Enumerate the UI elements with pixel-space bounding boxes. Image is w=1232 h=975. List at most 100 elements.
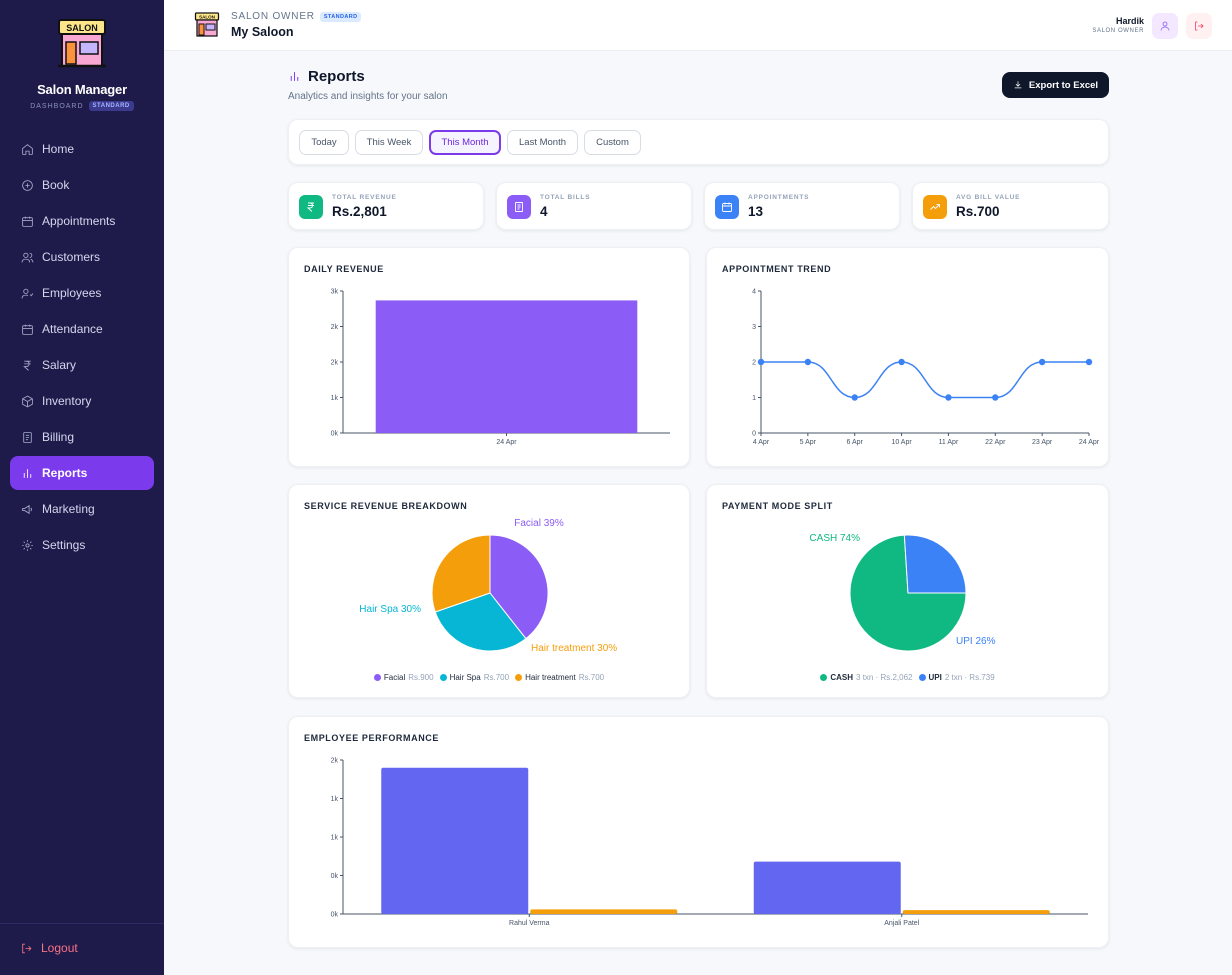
payment-legend: CASH 3 txn · Rs.2,062 UPI 2 txn · Rs.739	[707, 673, 1108, 682]
sidebar-item-label: Employees	[42, 286, 102, 300]
appointment-trend-chart: 0 1 2 3 4 4 Apr 5 Apr 6 Apr 10 Apr 11 Apr 22 Apr 23…	[752, 289, 1100, 447]
receipt-icon	[23, 431, 32, 443]
top-logout-button[interactable]	[1186, 13, 1212, 39]
stat-label: AVG BILL VALUE	[956, 194, 1021, 201]
filter-this-week[interactable]: This Week	[355, 130, 423, 155]
brand-subtitle: DASHBOARD STANDARD	[0, 101, 164, 111]
legend-item: UPI 2 txn · Rs.739	[918, 673, 995, 682]
y-tick-label: 4	[752, 289, 756, 296]
sidebar: SALON Salon Manager DASHBOARD STANDARD H…	[0, 0, 164, 975]
data-point	[757, 358, 765, 366]
stat-label: TOTAL REVENUE	[332, 194, 397, 201]
pie-slice	[903, 534, 967, 594]
sidebar-item-label: Attendance	[42, 322, 103, 336]
legend-item: Hair treatment Rs.700	[515, 673, 604, 682]
data-point	[804, 358, 812, 366]
stat-label: APPOINTMENTS	[748, 194, 810, 201]
y-tick-label: 2k	[331, 758, 339, 765]
page-title: Reports	[288, 68, 365, 85]
legend-item: Facial Rs.900	[373, 673, 434, 682]
trending-up-icon	[923, 195, 947, 219]
plan-badge: STANDARD	[88, 101, 134, 111]
sidebar-item-appointments[interactable]: Appointments	[10, 204, 154, 238]
owner-role: SALON OWNER	[231, 11, 315, 22]
stat-appointments: APPOINTMENTS 13	[704, 182, 900, 230]
sidebar-item-employees[interactable]: Employees	[10, 276, 154, 310]
data-point	[898, 358, 905, 366]
service-revenue-card: SERVICE REVENUE BREAKDOWN Facial 39% Hair…	[288, 484, 690, 698]
export-excel-button[interactable]: Export to Excel	[1002, 72, 1109, 98]
bar	[530, 909, 678, 914]
y-tick-label: 3k	[331, 289, 339, 296]
x-tick-label: 23 Apr	[1032, 439, 1053, 446]
calendar-icon	[715, 195, 739, 219]
service-legend: Facial Rs.900 Hair Spa Rs.700 Hair treatme…	[289, 673, 689, 682]
filter-today[interactable]: Today	[299, 130, 349, 155]
owner-role-line: SALON OWNER STANDARD	[231, 11, 362, 22]
filter-last-month[interactable]: Last Month	[507, 130, 578, 155]
x-tick-label: 6 Apr	[847, 439, 864, 446]
y-tick-label: 1k	[331, 395, 339, 402]
sidebar-item-inventory[interactable]: Inventory	[10, 384, 154, 418]
sidebar-item-label: Marketing	[42, 502, 95, 516]
receipt-icon	[507, 195, 531, 219]
legend-item: CASH 3 txn · Rs.2,062	[820, 673, 913, 682]
sidebar-divider	[0, 923, 164, 924]
legend-item: Hair Spa Rs.700	[439, 673, 509, 682]
y-tick-label: 1	[752, 395, 756, 402]
gear-icon	[22, 539, 33, 551]
trend-line	[761, 361, 1089, 399]
payment-mode-pie: CASH 74% UPI 26%	[809, 533, 996, 652]
sidebar-item-customers[interactable]: Customers	[10, 240, 154, 274]
logout-icon	[22, 943, 32, 953]
x-tick-label: Rahul Verma	[509, 920, 550, 927]
bar	[381, 767, 529, 914]
megaphone-icon	[22, 504, 32, 514]
y-tick-label: 0k	[331, 873, 339, 880]
stat-value: 13	[748, 204, 764, 219]
user-name: Hardik	[1115, 16, 1144, 26]
sidebar-item-label: Reports	[42, 466, 88, 480]
slice-label: Facial 39%	[514, 518, 564, 529]
stat-value: Rs.2,801	[332, 204, 387, 219]
sidebar-item-reports[interactable]: Reports	[10, 456, 154, 490]
sidebar-item-book[interactable]: Book	[10, 168, 154, 202]
data-point	[1085, 358, 1093, 366]
calendar-check-icon	[22, 324, 33, 335]
sidebar-item-settings[interactable]: Settings	[10, 528, 154, 562]
logout-icon	[1195, 21, 1204, 31]
sidebar-item-marketing[interactable]: Marketing	[10, 492, 154, 526]
calendar-icon	[22, 216, 33, 227]
svg-text:SALON: SALON	[199, 15, 215, 20]
bar-chart-icon	[23, 468, 32, 478]
x-tick-label: 4 Apr	[753, 439, 770, 446]
user-icon	[1160, 21, 1170, 31]
y-tick-label: 0	[752, 431, 756, 438]
export-label: Export to Excel	[1028, 79, 1099, 91]
y-tick-label: 2k	[331, 360, 339, 367]
sidebar-item-home[interactable]: Home	[10, 132, 154, 166]
sidebar-item-label: Salary	[42, 358, 77, 372]
chart-title: APPOINTMENT TREND	[722, 264, 832, 274]
download-icon	[1014, 81, 1022, 89]
sidebar-item-attendance[interactable]: Attendance	[10, 312, 154, 346]
y-tick-label: 2	[752, 360, 756, 367]
sidebar-item-billing[interactable]: Billing	[10, 420, 154, 454]
x-tick-label: 5 Apr	[800, 439, 817, 446]
x-tick-label: 10 Apr	[891, 439, 912, 446]
chart-title: PAYMENT MODE SPLIT	[722, 501, 833, 511]
x-tick-label: 24 Apr	[496, 439, 517, 446]
salon-logo-icon: SALON	[194, 11, 220, 39]
logout-button[interactable]: Logout	[20, 941, 78, 955]
profile-button[interactable]	[1152, 13, 1178, 39]
filter-this-month[interactable]: This Month	[429, 130, 501, 155]
brand-block: SALON Salon Manager DASHBOARD STANDARD	[0, 18, 164, 111]
filter-custom[interactable]: Custom	[584, 130, 641, 155]
stat-value: 4	[540, 204, 548, 219]
sidebar-item-label: Home	[42, 142, 75, 156]
box-icon	[22, 395, 33, 407]
sidebar-item-salary[interactable]: Salary	[10, 348, 154, 382]
plus-circle-icon	[22, 179, 33, 191]
sidebar-item-label: Inventory	[42, 394, 92, 408]
stat-total-bills: TOTAL BILLS 4	[496, 182, 692, 230]
